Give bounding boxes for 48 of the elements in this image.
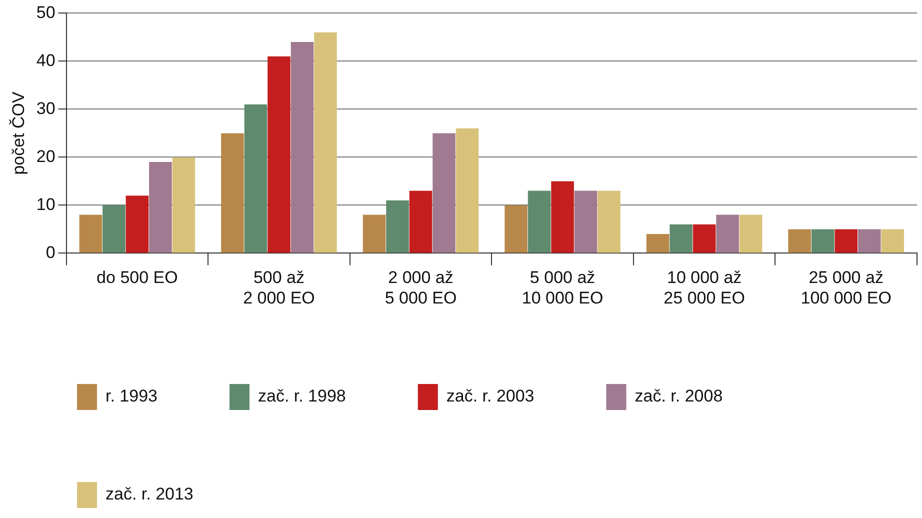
x-tick-label: 500 až 2 000 EO xyxy=(243,268,315,308)
x-tick-label: 2 000 až 5 000 EO xyxy=(384,268,457,308)
x-tick-label: 10 000 až 25 000 EO xyxy=(664,268,745,308)
bar xyxy=(102,205,126,253)
bar xyxy=(504,205,528,253)
bar xyxy=(314,32,337,253)
bar xyxy=(646,234,670,253)
legend-label: zač. r. 2003 xyxy=(446,386,534,406)
y-axis-title: počet ČOV xyxy=(8,90,28,175)
y-tick-label: 20 xyxy=(36,146,56,166)
bar xyxy=(598,190,620,253)
bar xyxy=(409,190,432,253)
bar xyxy=(716,214,739,253)
y-tick-label: 50 xyxy=(36,2,56,22)
y-tick-label: 30 xyxy=(36,98,56,118)
bar xyxy=(551,181,574,253)
y-tick-label: 10 xyxy=(36,194,56,214)
bar xyxy=(126,196,149,253)
bar xyxy=(811,229,834,253)
bar xyxy=(172,157,196,253)
bar xyxy=(881,229,904,253)
legend-label: zač. r. 2013 xyxy=(106,484,194,504)
bar xyxy=(788,229,811,253)
bar xyxy=(268,56,290,253)
bar xyxy=(386,200,409,253)
x-tick-label: 25 000 až 100 000 EO xyxy=(800,268,892,308)
x-tick-label: 5 000 až 10 000 EO xyxy=(522,268,604,308)
legend-label: r. 1993 xyxy=(106,386,158,406)
bar xyxy=(739,214,762,253)
bar xyxy=(528,190,551,253)
bar xyxy=(290,42,314,253)
bar xyxy=(79,214,102,253)
bar xyxy=(670,224,692,253)
bar xyxy=(244,104,268,253)
bar xyxy=(692,224,716,253)
bar xyxy=(149,162,172,253)
bar xyxy=(221,133,244,253)
legend-label: zač. r. 1998 xyxy=(258,386,346,406)
bar xyxy=(834,229,858,253)
bar xyxy=(362,214,386,253)
bar xyxy=(432,133,456,253)
bar xyxy=(456,128,479,253)
x-tick-label: do 500 EO xyxy=(96,268,178,288)
y-tick-label: 0 xyxy=(46,242,56,262)
bar xyxy=(858,229,881,253)
legend-label: zač. r. 2008 xyxy=(634,386,723,406)
y-tick-label: 40 xyxy=(36,50,56,70)
bar xyxy=(574,190,598,253)
